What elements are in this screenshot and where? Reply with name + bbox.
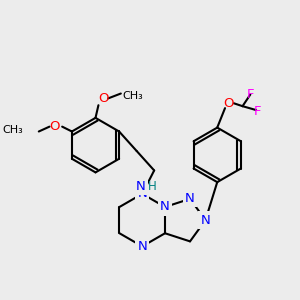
Text: N: N	[137, 240, 147, 253]
Text: F: F	[254, 104, 261, 118]
Text: CH₃: CH₃	[2, 124, 23, 135]
Text: CH₃: CH₃	[123, 92, 143, 101]
Text: O: O	[224, 97, 234, 110]
Text: H: H	[148, 179, 156, 193]
Text: N: N	[185, 192, 195, 205]
Text: N: N	[160, 200, 170, 214]
Text: N: N	[137, 187, 147, 200]
Text: N: N	[201, 214, 210, 226]
Text: N: N	[135, 179, 145, 193]
Text: O: O	[49, 120, 60, 133]
Text: O: O	[98, 92, 109, 105]
Text: F: F	[247, 88, 254, 101]
